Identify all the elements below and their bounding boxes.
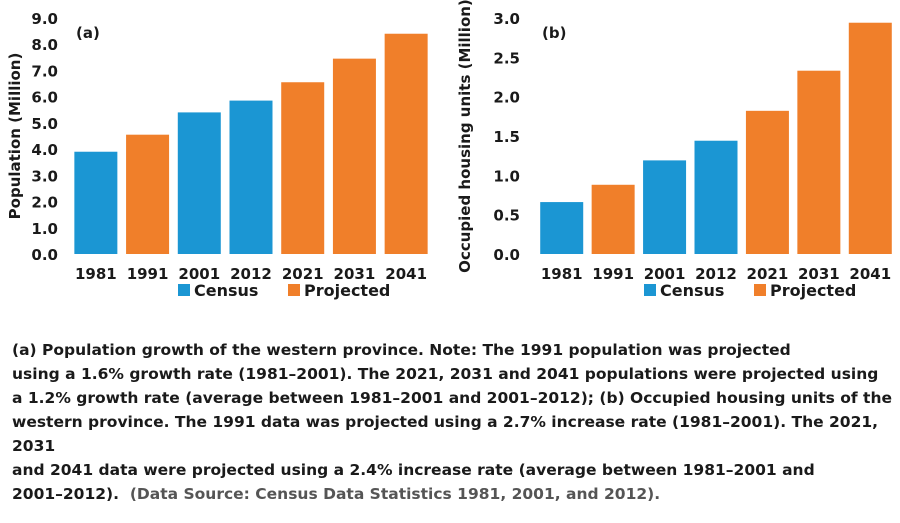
- chart-panel-b: 0.0 0.5 1.0 1.5 2.0 2.5 3.0 Occupied housing un…: [456, 0, 892, 300]
- x-tick-label: 2001: [644, 265, 686, 283]
- x-tick-label: 2041: [385, 265, 427, 283]
- y-tick-label: 9.0: [31, 10, 58, 28]
- y-tick-label: 0.0: [493, 246, 520, 264]
- x-tick-label: 2021: [747, 265, 789, 283]
- panel-label: (b): [542, 24, 566, 42]
- legend-label-census: Census: [660, 281, 724, 300]
- y-tick-label: 7.0: [31, 62, 58, 80]
- panel-label: (a): [76, 24, 100, 42]
- bar-2001: [177, 112, 221, 255]
- x-tick-label: 1981: [75, 265, 117, 283]
- y-tick-label: 6.0: [31, 89, 58, 107]
- y-axis-label: Population (Million): [6, 53, 24, 220]
- legend-label-projected: Projected: [770, 281, 856, 300]
- y-tick-label: 1.0: [31, 220, 58, 238]
- bar-2001: [643, 160, 687, 254]
- y-tick-label: 3.0: [31, 167, 58, 185]
- caption-line: western province. The 1991 data was proj…: [12, 413, 879, 455]
- x-tick-label: 2041: [849, 265, 891, 283]
- y-tick-label: 8.0: [31, 36, 58, 54]
- bar-2021: [281, 82, 325, 254]
- bar-2031: [797, 70, 841, 254]
- y-tick-label: 0.5: [493, 207, 520, 225]
- x-tick-label: 2021: [282, 265, 324, 283]
- caption-line: a 1.2% growth rate (average between 1981…: [12, 389, 892, 407]
- y-tick-label: 2.0: [31, 194, 58, 212]
- x-tick-label: 2012: [695, 265, 737, 283]
- legend-label-census: Census: [194, 281, 258, 300]
- caption-text: 2001–2012).: [12, 485, 120, 503]
- bar-1981: [74, 151, 118, 254]
- bar-2041: [384, 33, 428, 254]
- bar-2021: [745, 110, 789, 255]
- y-tick-label: 1.5: [493, 128, 520, 146]
- y-tick-label: 0.0: [31, 246, 58, 264]
- bar-2041: [848, 22, 892, 254]
- legend-label-projected: Projected: [304, 281, 390, 300]
- figure-caption: (a) Population growth of the western pro…: [12, 338, 892, 506]
- legend-swatch-projected: [754, 284, 766, 296]
- x-tick-label: 2031: [798, 265, 840, 283]
- y-tick-label: 1.0: [493, 167, 520, 185]
- caption-line: and 2041 data were projected using a 2.4…: [12, 461, 815, 479]
- x-tick-label: 2001: [178, 265, 220, 283]
- x-tick-label: 1981: [541, 265, 583, 283]
- bar-2012: [229, 100, 273, 254]
- chart-panel-a: 0.0 1.0 2.0 3.0 4.0 5.0 6.0 7.0 8.0 9.0 Population…: [6, 10, 428, 300]
- caption-line-last: 2001–2012). (Data Source: Census Data St…: [12, 482, 892, 506]
- legend-swatch-census: [178, 284, 190, 296]
- x-tick-label: 1991: [127, 265, 169, 283]
- x-tick-label: 2031: [334, 265, 376, 283]
- data-source: (Data Source: Census Data Statistics 198…: [129, 485, 661, 503]
- legend-swatch-projected: [288, 284, 300, 296]
- bar-2031: [332, 58, 376, 255]
- y-tick-label: 2.0: [493, 89, 520, 107]
- bar-1981: [540, 202, 584, 254]
- y-axis-label: Occupied housing units (Million): [456, 0, 474, 273]
- y-tick-label: 2.5: [493, 49, 520, 67]
- legend-swatch-census: [644, 284, 656, 296]
- charts-area: 0.0 1.0 2.0 3.0 4.0 5.0 6.0 7.0 8.0 9.0 Population…: [6, 0, 892, 300]
- bar-2012: [694, 140, 738, 254]
- bar-1991: [591, 184, 635, 254]
- x-tick-label: 1991: [592, 265, 634, 283]
- bar-1991: [126, 134, 170, 254]
- y-tick-label: 4.0: [31, 141, 58, 159]
- x-tick-label: 2012: [230, 265, 272, 283]
- caption-line: using a 1.6% growth rate (1981–2001). Th…: [12, 365, 879, 383]
- y-tick-label: 5.0: [31, 115, 58, 133]
- y-tick-label: 3.0: [493, 10, 520, 28]
- caption-line: (a) Population growth of the western pro…: [12, 341, 791, 359]
